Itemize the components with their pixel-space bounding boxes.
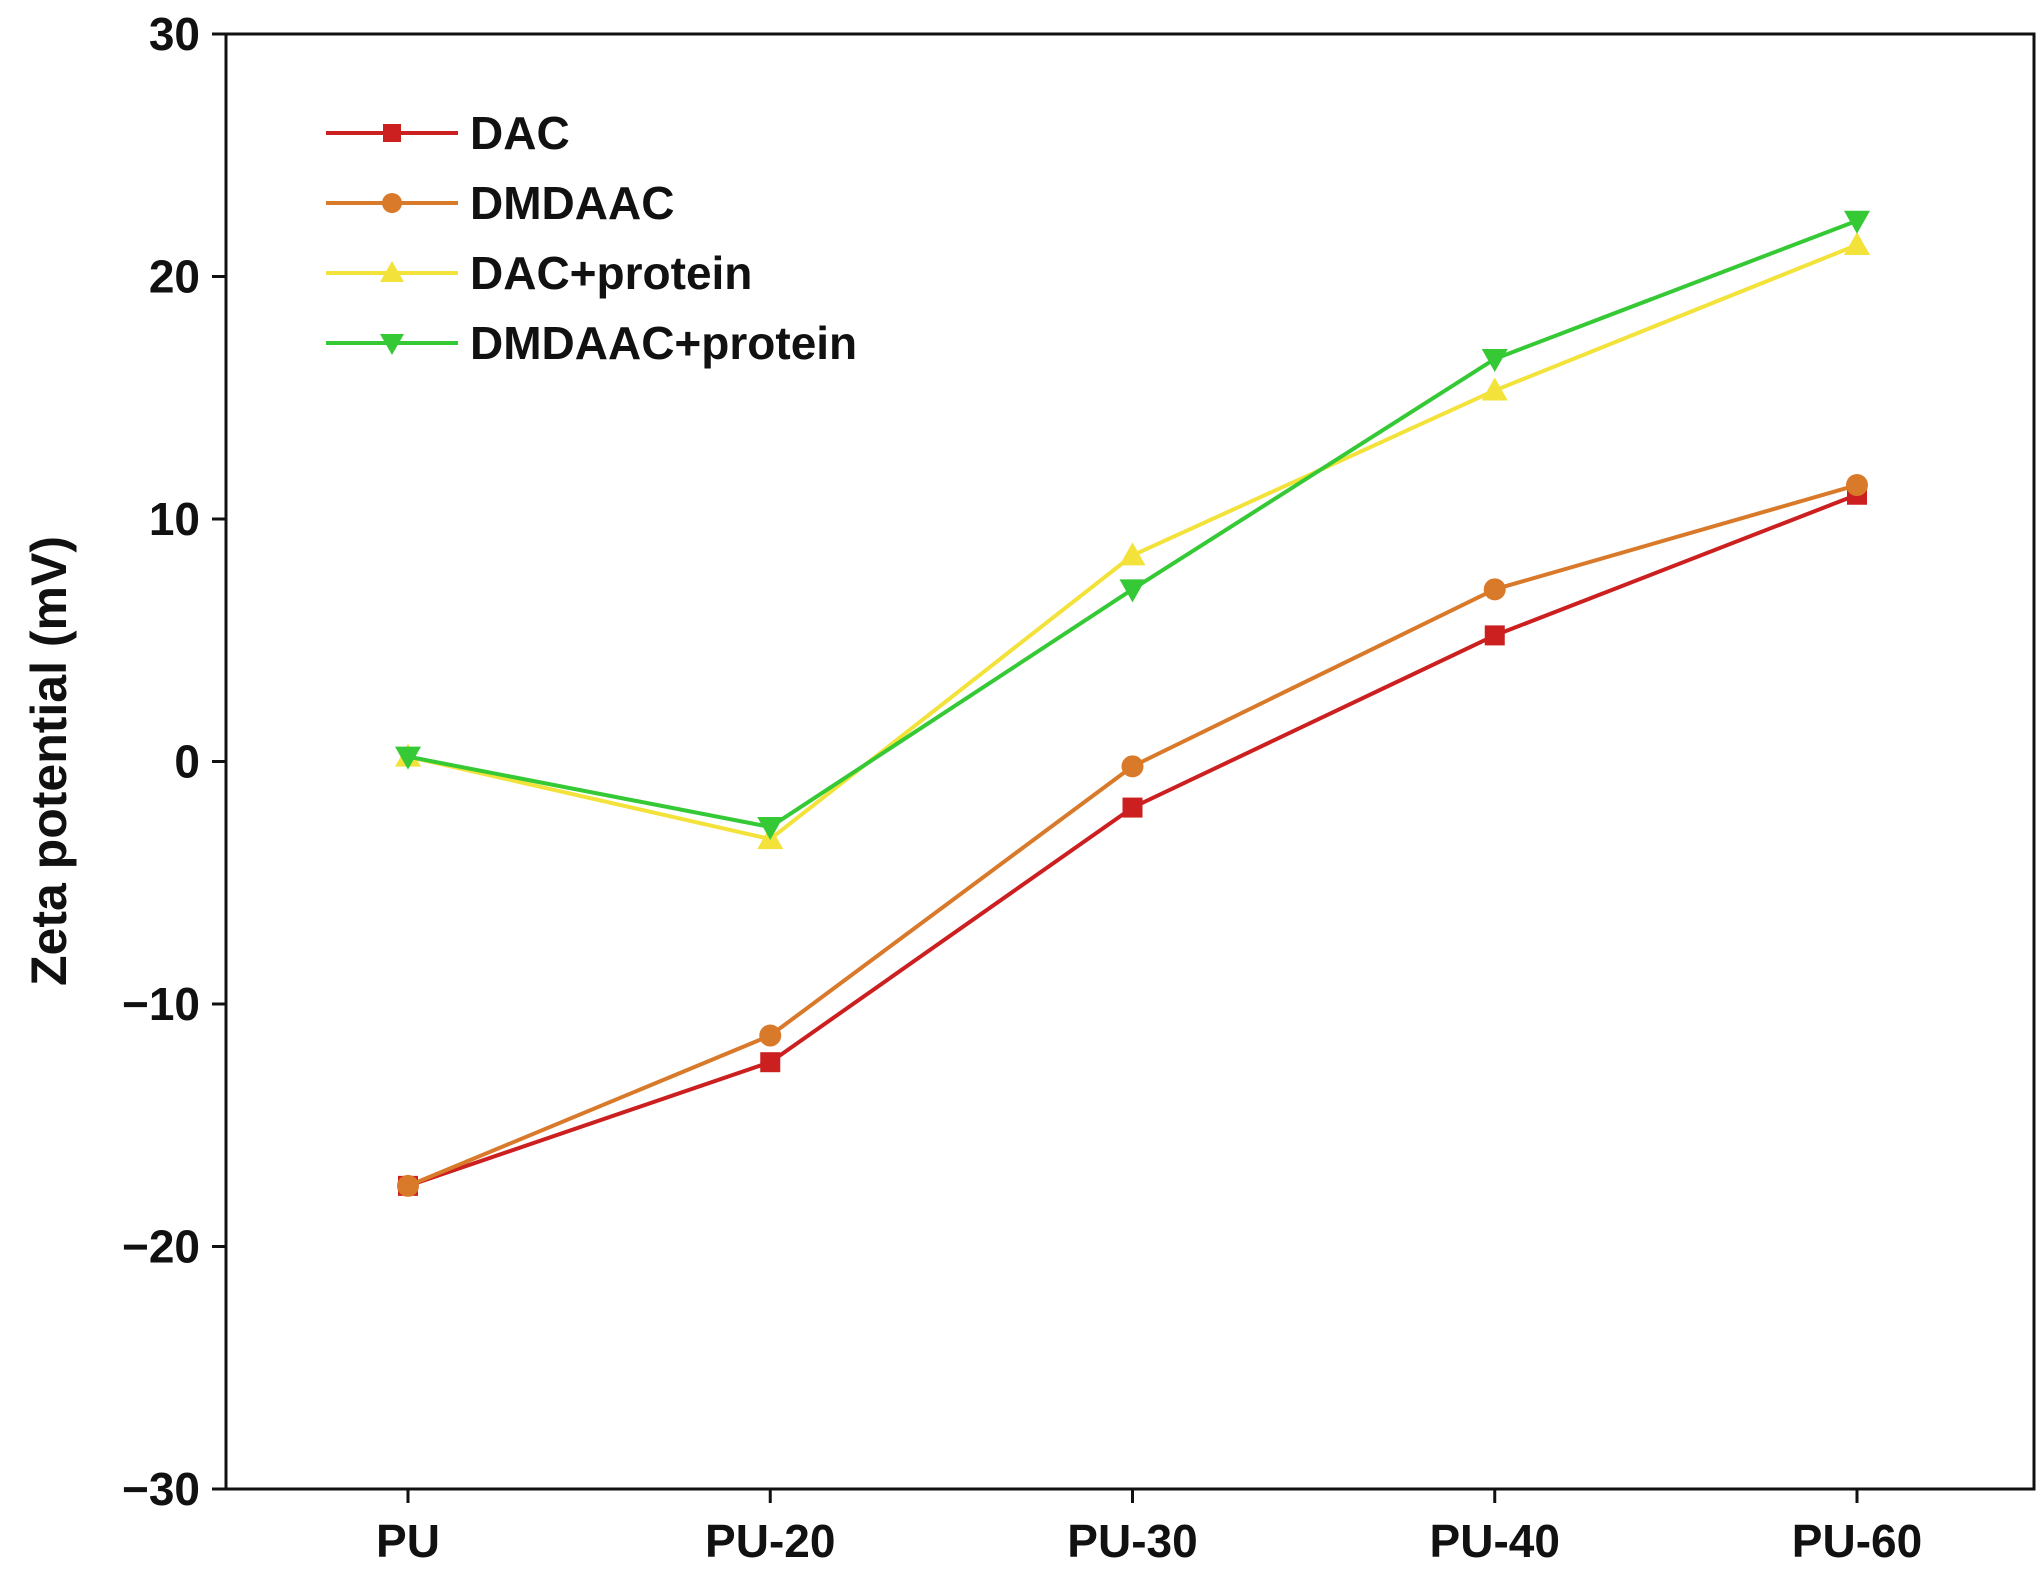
axis-ticks: −30 −20 −10 0 10 20 30 PU PU-20 PU-30 PU-40 PU-60 bbox=[122, 8, 1922, 1567]
legend-label: DAC bbox=[470, 107, 570, 159]
series-dac-protein bbox=[395, 231, 1870, 850]
data-point bbox=[380, 261, 404, 282]
data-point bbox=[1481, 348, 1508, 372]
series-line bbox=[407, 218, 1858, 829]
y-tick-label: 0 bbox=[174, 736, 200, 788]
series-dmdaac bbox=[397, 474, 1868, 1197]
data-point bbox=[1119, 542, 1146, 566]
y-tick-label: −10 bbox=[122, 978, 200, 1030]
data-point bbox=[1121, 755, 1144, 778]
data-point bbox=[760, 1052, 781, 1073]
y-axis-title: Zeta potential (mV) bbox=[21, 536, 77, 986]
x-tick-label: PU-20 bbox=[705, 1515, 835, 1567]
data-point bbox=[759, 1024, 782, 1047]
y-tick-label: 10 bbox=[149, 493, 200, 545]
legend-entry: DMDAAC bbox=[326, 177, 674, 229]
data-point bbox=[1844, 231, 1870, 255]
y-tick-label: 20 bbox=[149, 251, 200, 303]
legend-entry: DAC bbox=[326, 107, 570, 159]
data-point bbox=[1483, 578, 1506, 601]
legend-label: DMDAAC bbox=[470, 177, 674, 229]
y-tick-label: 30 bbox=[149, 8, 200, 60]
data-point bbox=[1122, 797, 1143, 818]
legend-label: DMDAAC+protein bbox=[470, 317, 857, 369]
data-point bbox=[757, 816, 784, 840]
data-point bbox=[1844, 210, 1870, 234]
x-tick-label: PU-40 bbox=[1430, 1515, 1560, 1567]
data-point bbox=[1119, 579, 1146, 603]
legend-label: DAC+protein bbox=[470, 247, 752, 299]
legend: DAC DMDAAC DAC+protein DMDAAC+protein bbox=[326, 107, 857, 369]
data-point bbox=[380, 334, 404, 355]
data-point bbox=[1481, 377, 1508, 401]
plot-frame bbox=[224, 32, 2036, 1491]
legend-entry: DMDAAC+protein bbox=[326, 317, 857, 369]
series-dmdaac-protein bbox=[395, 210, 1870, 840]
x-tick-label: PU-30 bbox=[1067, 1515, 1197, 1567]
y-tick-label: −20 bbox=[122, 1221, 200, 1273]
data-point bbox=[1846, 474, 1868, 497]
data-point bbox=[382, 193, 402, 213]
data-point bbox=[397, 1174, 419, 1197]
data-point bbox=[1484, 625, 1505, 646]
y-tick-label: −30 bbox=[122, 1463, 200, 1515]
data-point bbox=[395, 746, 421, 770]
x-tick-label: PU-60 bbox=[1792, 1515, 1922, 1567]
legend-entry: DAC+protein bbox=[326, 247, 752, 299]
data-point bbox=[383, 124, 401, 142]
x-tick-label: PU bbox=[376, 1515, 440, 1567]
series-layer bbox=[395, 210, 1870, 1197]
